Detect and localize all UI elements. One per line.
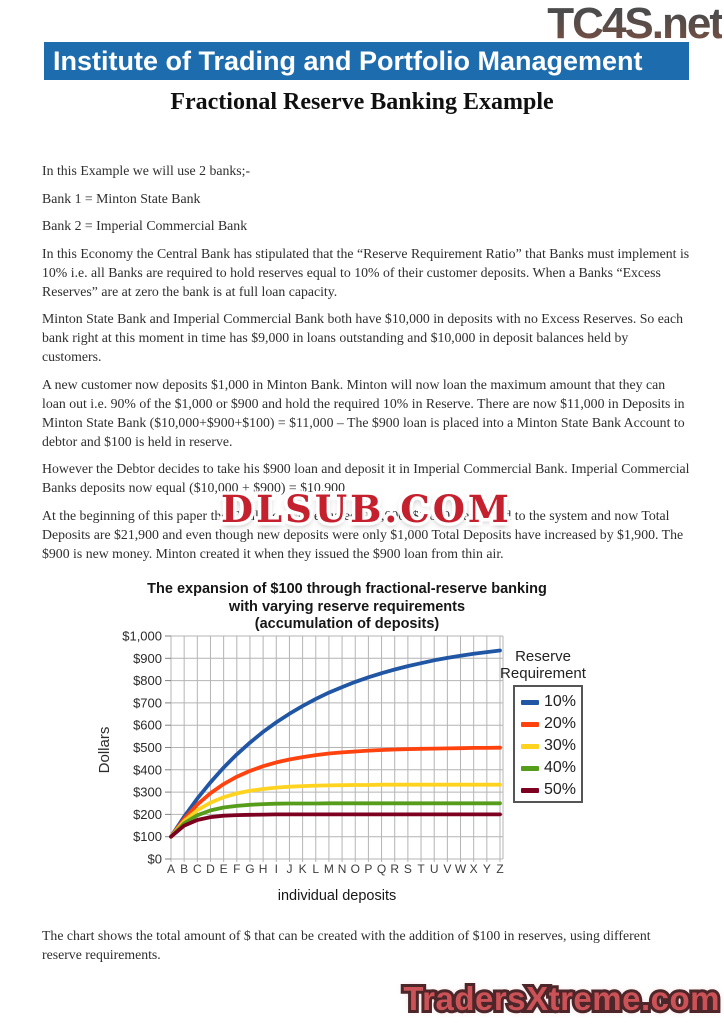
x-tick-label: P (364, 862, 372, 876)
x-tick-label: T (417, 862, 425, 876)
y-axis-label: Dollars (97, 727, 113, 774)
dlsub-watermark: DLSUB.COM (221, 487, 512, 531)
closing-paragraph: The chart shows the total amount of $ th… (42, 928, 651, 962)
paragraph: Minton State Bank and Imperial Commercia… (42, 311, 684, 364)
x-tick-label: C (193, 862, 202, 876)
y-tick-label: $600 (133, 718, 162, 733)
series-line-10% (169, 648, 502, 839)
legend-item: 10% (515, 691, 581, 713)
x-tick-label: Q (377, 862, 386, 876)
legend-swatch (521, 765, 539, 771)
x-tick-label: S (404, 862, 412, 876)
chart-plot-area: $0 $100 $200 $300 $400 $500 $600 $700 $800 $900 $1… (97, 630, 504, 904)
y-tick-label: $300 (133, 785, 162, 800)
x-tick-label: I (275, 862, 278, 876)
x-tick-label: J (286, 862, 292, 876)
y-tick-label: $200 (133, 807, 162, 822)
chart-title: The expansion of $100 through fractional… (97, 581, 597, 634)
tradersxtreme-watermark: TradersXtreme.com (403, 980, 720, 1018)
x-tick-label: L (312, 862, 319, 876)
legend-label: 10% (544, 693, 577, 710)
paragraph: In this Economy the Central Bank has sti… (42, 245, 690, 299)
x-tick-label: A (167, 862, 175, 876)
x-tick-label: F (233, 862, 240, 876)
page-title: Fractional Reserve Banking Example (170, 89, 554, 115)
legend-swatch (521, 787, 539, 793)
legend-title-line: Reserve (515, 648, 571, 665)
series-line-40% (169, 801, 502, 839)
legend-item: 40% (515, 757, 581, 779)
x-tick-label: R (390, 862, 399, 876)
legend-box: 10% 20% 30% 40% 50% (513, 685, 583, 803)
y-tick-label: $800 (133, 673, 162, 688)
x-tick-label: V (443, 862, 451, 876)
legend-label: 40% (544, 759, 577, 776)
x-tick-label: U (430, 862, 439, 876)
legend-swatch (521, 699, 539, 705)
paragraph: Bank 1 = Minton State Bank (42, 190, 201, 206)
legend-label: 30% (544, 737, 577, 754)
x-axis-label: individual deposits (278, 888, 397, 904)
paragraph: A new customer now deposits $1,000 in Mi… (42, 376, 685, 449)
tc4s-watermark-logo: TC4S.net (547, 0, 724, 48)
y-tick-label: $1,000 (122, 630, 162, 644)
body-text: In this Example we will use 2 banks;- Ba… (42, 161, 690, 571)
legend-swatch (521, 743, 539, 749)
y-tick-label: $100 (133, 829, 162, 844)
paragraph: Bank 2 = Imperial Commercial Bank (42, 218, 248, 233)
x-tick-label: B (180, 862, 188, 876)
x-tick-label: Y (483, 862, 491, 876)
legend-title-line: Requirement (500, 665, 586, 682)
fractional-reserve-chart: The expansion of $100 through fractional… (97, 578, 597, 914)
chart-title-line: The expansion of $100 through fractional… (147, 581, 547, 597)
legend-item: 30% (515, 735, 581, 757)
x-tick-label: X (470, 862, 478, 876)
series-line-20% (169, 745, 502, 839)
x-tick-label: N (338, 862, 347, 876)
series-line-30% (169, 782, 502, 839)
legend-swatch (521, 721, 539, 727)
x-tick-label: D (206, 862, 215, 876)
series-line-50% (169, 812, 502, 839)
legend-item: 20% (515, 713, 581, 735)
dlsub-watermark-text: DLSUB.COM (221, 487, 512, 531)
x-tick-label: K (299, 862, 307, 876)
legend-label: 50% (544, 781, 577, 798)
legend-label: 20% (544, 715, 577, 732)
y-tick-label: $0 (148, 852, 162, 867)
institute-banner-text: Institute of Trading and Portfolio Manag… (53, 46, 643, 76)
institute-banner: Institute of Trading and Portfolio Manag… (44, 42, 689, 80)
x-tick-label: O (351, 862, 360, 876)
chart-title-line: with varying reserve requirements (228, 598, 466, 615)
x-tick-label: Z (496, 862, 503, 876)
y-tick-label: $500 (133, 740, 162, 755)
paragraph: In this Example we will use 2 banks;- (42, 163, 251, 178)
y-tick-label: $900 (133, 651, 162, 666)
chart-title-line: (accumulation of deposits) (254, 616, 440, 632)
x-tick-label: H (259, 862, 268, 876)
x-tick-label: M (324, 862, 334, 876)
legend-item: 50% (515, 779, 581, 801)
tradersxtreme-watermark-text: TradersXtreme.com (403, 980, 720, 1018)
x-tick-label: W (455, 862, 467, 876)
legend-title: Reserve Requirement (489, 648, 597, 682)
x-tick-label: E (220, 862, 228, 876)
x-tick-label: G (245, 862, 254, 876)
y-tick-label: $400 (133, 762, 162, 777)
y-tick-label: $700 (133, 695, 162, 710)
